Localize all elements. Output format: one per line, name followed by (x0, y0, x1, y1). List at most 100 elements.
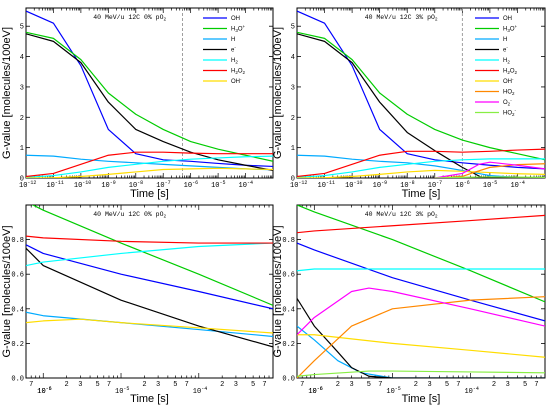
x-axis-label: Time [s] (402, 393, 441, 405)
y-tick-label: 1 (20, 145, 24, 153)
y-tick-label: 0.4 (282, 306, 295, 314)
x-axis-label: Time [s] (130, 393, 169, 405)
x-tick-label: 7 (29, 381, 33, 389)
y-tick-label: 0.0 (282, 376, 295, 384)
x-tick-label: 10-8 (129, 180, 143, 190)
y-tick-label: 0.2 (11, 341, 24, 349)
x-tick-label: 5 (523, 381, 527, 389)
x-tick-label: 2 (414, 381, 418, 389)
x-tick-label: 10-4 (510, 180, 524, 190)
x-tick-label: 2 (142, 381, 146, 389)
series-line-e (297, 298, 545, 378)
series-line-h2o2 (297, 214, 545, 234)
x-tick-label: 7 (107, 381, 111, 389)
plot-frame (25, 204, 274, 379)
series-line-h2 (297, 158, 545, 178)
x-tick-label: 10-6 (455, 180, 469, 190)
chart-panel-3: 0.00.20.40.60.87 2 3 5 7 2 3 5 7 2 3 5 710-6 10-5 10-4… (1, 204, 274, 405)
x-tick-label: 10-10 (345, 180, 362, 190)
plot-frame (296, 7, 546, 179)
series-line-oh (26, 10, 273, 168)
y-tick-label: 3 (20, 84, 24, 92)
x-tick-label: 7 (262, 381, 266, 389)
x-tick-label: 2 (65, 381, 69, 389)
x-tick-label: 10-7 (428, 180, 442, 190)
series-line-h3o (297, 205, 545, 303)
x-tick-label: 7 (534, 381, 538, 389)
series-line-oh (26, 167, 273, 178)
x-tick-label: 7 (300, 381, 304, 389)
series-line-h3o (26, 31, 273, 162)
legend-label-oh: OH (503, 16, 512, 22)
legend-label-e: e- (503, 45, 508, 54)
series-line-o2 (297, 287, 545, 336)
x-tick-label: 10-7 (156, 180, 170, 190)
x-tick-label: 10-8 (400, 180, 414, 190)
series-line-h3o (31, 205, 273, 306)
y-tick-label: 1 (291, 145, 295, 153)
series-line-ho2 (297, 370, 545, 377)
x-tick-label: 10-6 (308, 386, 322, 396)
x-tick-label: 10-5 (483, 180, 497, 190)
plot-frame (296, 204, 546, 379)
x-tick-label: 5 (367, 381, 371, 389)
y-tick-label: 0.6 (11, 272, 24, 280)
plot-frame (25, 7, 274, 179)
x-tick-label: 10-9 (373, 180, 387, 190)
x-tick-label: 7 (185, 381, 189, 389)
y-tick-label: 0.0 (11, 376, 24, 384)
series-line-e (26, 247, 273, 348)
x-tick-label: 2 (336, 381, 340, 389)
series-line-ho2 (297, 296, 545, 378)
legend-label-h: H (231, 37, 235, 43)
legend-label-ho2: HO2- (503, 108, 517, 117)
legend-label-h2o2: H2O2 (503, 69, 518, 76)
x-axis-label: Time [s] (402, 188, 441, 200)
series-line-ho2 (434, 176, 545, 178)
legend-label-oh: OH- (503, 77, 514, 86)
panel-title: 40 MeV/u 12C 3% pO2 (365, 14, 438, 23)
x-tick-label: 10-5 (386, 386, 400, 396)
y-tick-label: 4 (291, 54, 295, 62)
y-axis-label: G-value [molecules/100eV] (1, 225, 13, 357)
x-tick-label: 10-6 (308, 386, 322, 396)
x-tick-label: 3 (349, 381, 353, 389)
series-line-h3o (297, 31, 545, 161)
x-tick-label: 7 (378, 381, 382, 389)
x-tick-label: 5 (173, 381, 177, 389)
y-tick-label: 0 (20, 176, 24, 184)
x-tick-label: 10-11 (46, 180, 63, 190)
series-line-oh (26, 244, 273, 310)
panel-title: 40 MeV/u 12C 3% pO2 (365, 211, 438, 220)
panel-title: 40 MeV/u 12C 0% pO2 (93, 211, 166, 220)
x-tick-label: 3 (428, 381, 432, 389)
x-tick-label: 5 (251, 381, 255, 389)
legend-label-h2: H2 (503, 58, 510, 65)
legend-label-h2o2: H2O2 (231, 69, 246, 76)
legend-label-ho2: HO2 (503, 90, 515, 97)
legend-label-o2: O2- (503, 98, 512, 107)
y-axis-label: G-value [molecules/100eV] (272, 225, 284, 357)
y-tick-label: 5 (291, 24, 295, 32)
y-tick-label: 0.6 (282, 272, 295, 280)
panel-title: 40 MeV/u 12C 0% pO2 (93, 14, 166, 23)
series-line-ho2 (434, 163, 545, 178)
x-tick-label: 10-4 (193, 386, 207, 396)
y-tick-label: 4 (20, 54, 24, 62)
legend-label-h2: H2 (231, 58, 238, 65)
series-line-h2 (297, 268, 545, 272)
x-tick-label: 5 (96, 381, 100, 389)
x-tick-label: 5 (445, 381, 449, 389)
y-tick-label: 3 (291, 84, 295, 92)
y-axis-label: G-value [molecules/100eV] (272, 27, 284, 159)
x-tick-label: 10-5 (115, 386, 129, 396)
series-line-o2 (434, 161, 545, 178)
legend-label-oh: OH- (231, 77, 242, 86)
x-tick-label: 10-4 (239, 180, 253, 190)
y-tick-label: 0.2 (282, 341, 295, 349)
y-tick-label: 0.4 (11, 306, 24, 314)
x-tick-label: 10-6 (184, 180, 198, 190)
x-tick-label: 10-9 (101, 180, 115, 190)
series-line-h2o2 (26, 235, 273, 244)
